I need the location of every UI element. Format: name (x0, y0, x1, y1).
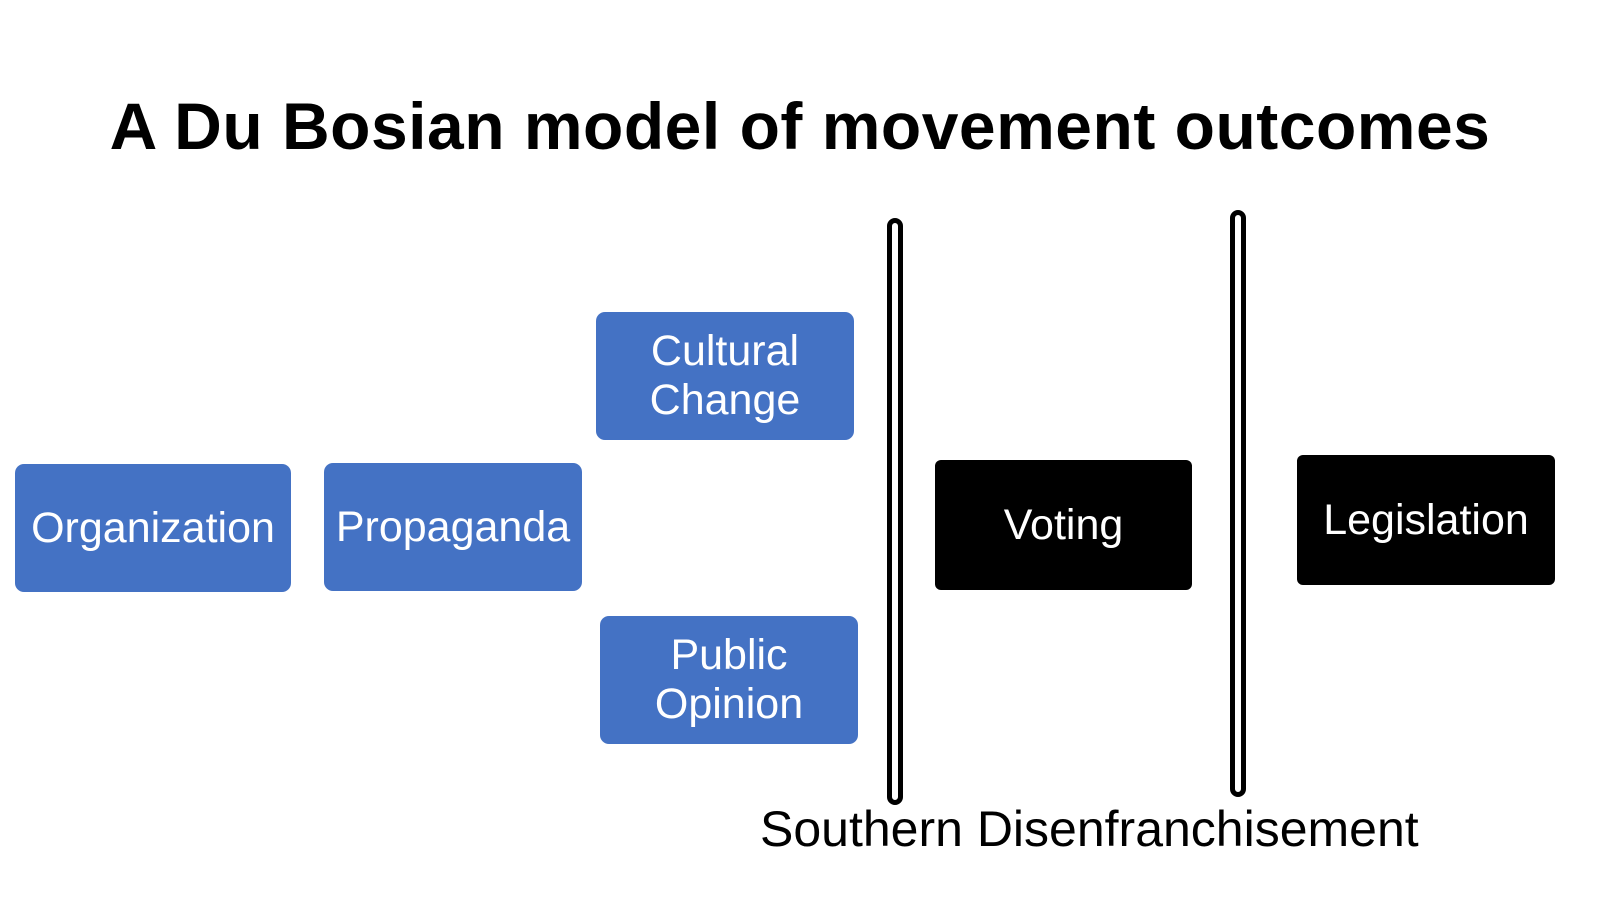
node-public-opinion-line2: Opinion (654, 680, 804, 728)
node-organization: Organization (15, 464, 291, 592)
barrier-line-right (1230, 210, 1246, 797)
node-voting-label: Voting (1003, 500, 1124, 549)
barrier-label: Southern Disenfranchisement (760, 801, 1419, 857)
node-propaganda-label: Propaganda (335, 502, 571, 551)
node-legislation: Legislation (1297, 455, 1555, 585)
node-cultural-change-line2: Change (649, 376, 801, 424)
node-voting: Voting (935, 460, 1192, 590)
barrier-line-left (887, 218, 903, 805)
diagram-title: A Du Bosian model of movement outcomes (109, 89, 1491, 163)
node-cultural-change: Cultural Change (596, 312, 854, 440)
node-legislation-label: Legislation (1323, 495, 1529, 544)
node-public-opinion-line1: Public (670, 631, 788, 679)
node-propaganda: Propaganda (324, 463, 582, 591)
node-organization-label: Organization (31, 503, 275, 552)
node-public-opinion: Public Opinion (600, 616, 858, 744)
node-cultural-change-line1: Cultural (650, 327, 800, 375)
